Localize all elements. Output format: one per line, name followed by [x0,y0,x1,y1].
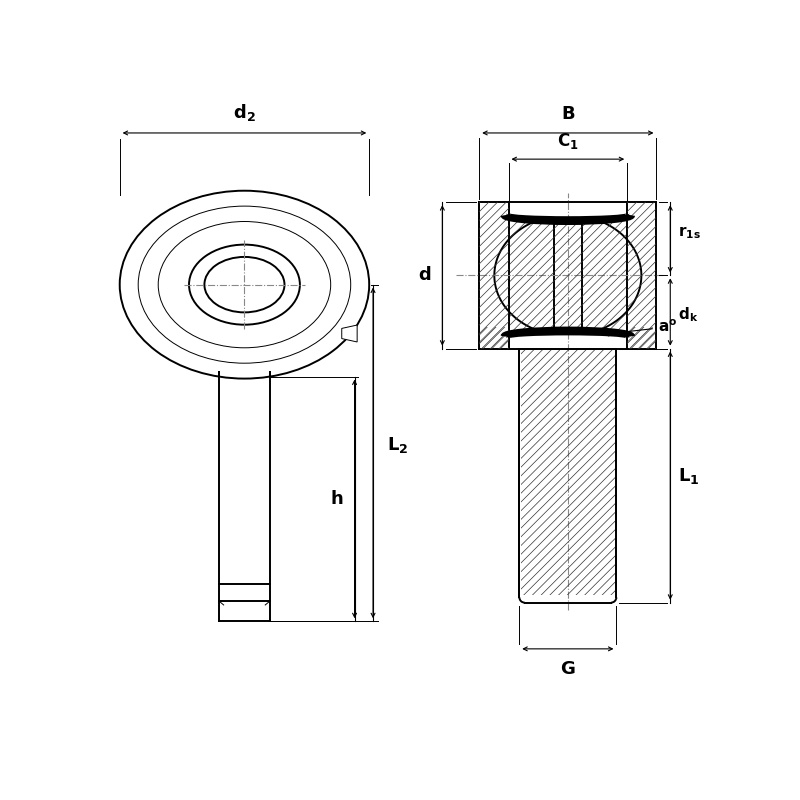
Text: $\mathbf{L_2}$: $\mathbf{L_2}$ [387,435,408,455]
Text: $\mathbf{B}$: $\mathbf{B}$ [561,105,575,123]
Text: $\mathbf{h}$: $\mathbf{h}$ [330,490,343,508]
Polygon shape [342,325,357,342]
Text: $\mathbf{r_{1s}}$: $\mathbf{r_{1s}}$ [678,224,701,241]
PathPatch shape [627,327,656,349]
PathPatch shape [510,217,626,334]
Text: $\mathbf{d_k}$: $\mathbf{d_k}$ [678,306,698,325]
Text: $\mathbf{d_2}$: $\mathbf{d_2}$ [233,102,256,123]
PathPatch shape [627,202,656,349]
PathPatch shape [479,202,509,349]
PathPatch shape [521,350,615,595]
Text: $\mathbf{C_1}$: $\mathbf{C_1}$ [557,131,578,151]
Text: $\mathbf{d}$: $\mathbf{d}$ [418,266,430,285]
PathPatch shape [479,327,509,349]
Text: $\mathbf{G}$: $\mathbf{G}$ [560,660,576,678]
Text: $\mathbf{L_1}$: $\mathbf{L_1}$ [678,466,699,486]
Text: $\mathbf{a^o}$: $\mathbf{a^o}$ [604,318,678,336]
